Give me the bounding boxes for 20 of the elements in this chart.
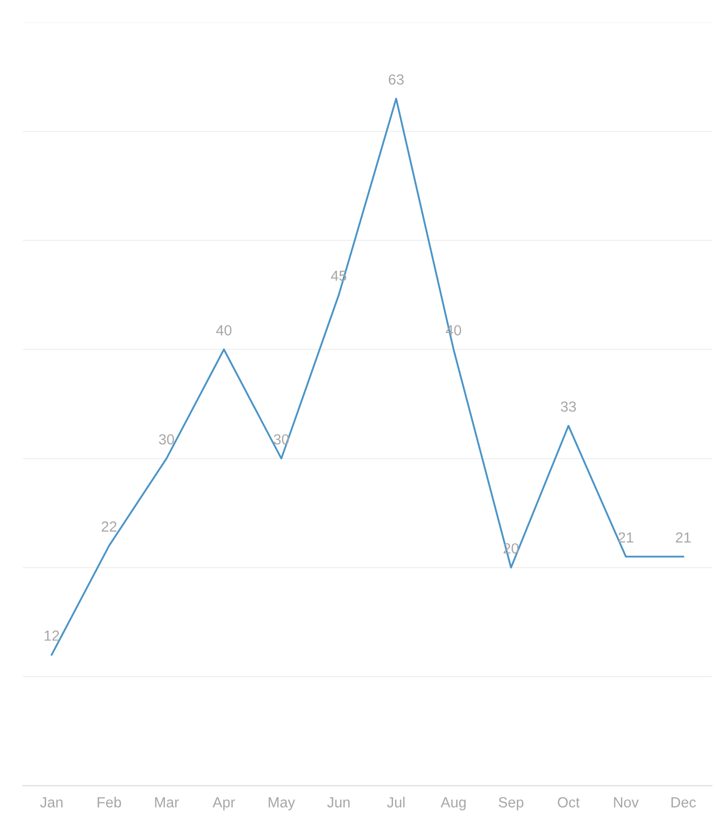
x-tick-label: Nov (614, 797, 639, 808)
data-label: 22 (102, 521, 116, 532)
data-label: 30 (158, 434, 174, 445)
x-tick-label: Sep (498, 797, 524, 810)
x-tick-label: Jul (387, 796, 405, 808)
data-label: 12 (44, 630, 60, 641)
x-tick-label: Jan (40, 797, 62, 808)
data-label: 63 (388, 74, 404, 85)
x-tick-label: Oct (558, 797, 580, 808)
x-tick-label: Dec (672, 797, 696, 808)
x-tick-label: Mar (155, 797, 179, 808)
data-label: 33 (560, 401, 576, 412)
x-tick-label: Feb (98, 796, 122, 808)
x-tick-label: Apr (212, 797, 236, 810)
x-tick-label: Jun (327, 797, 350, 808)
data-label: 21 (618, 532, 634, 543)
data-label: 40 (216, 325, 232, 336)
data-label: 21 (676, 532, 691, 543)
x-tick-label: Aug (440, 797, 466, 810)
x-tick-label: May (268, 797, 296, 810)
